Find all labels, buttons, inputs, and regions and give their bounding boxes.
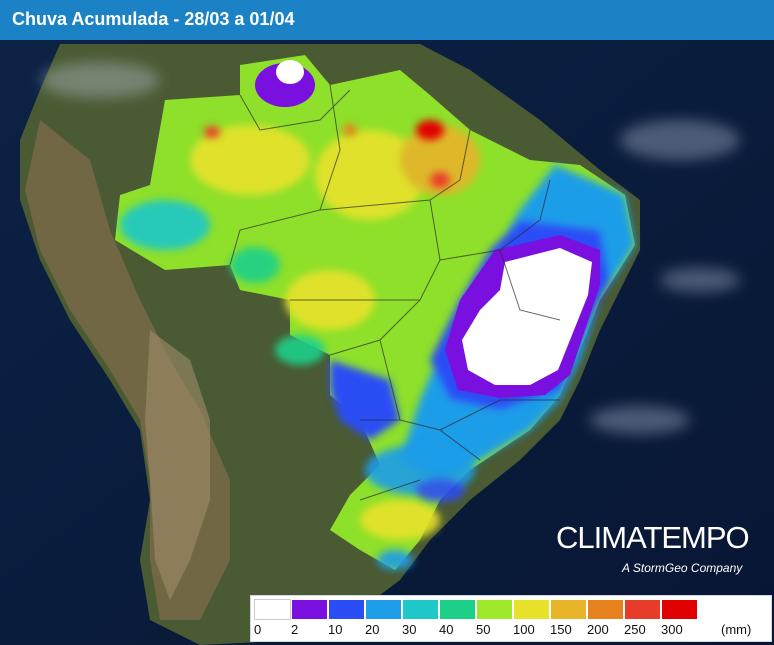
legend-label: 250	[624, 622, 646, 637]
legend-swatch	[402, 599, 439, 620]
rain-map	[0, 40, 774, 645]
legend-swatch	[254, 599, 291, 620]
legend-swatch	[550, 599, 587, 620]
legend-label: 200	[587, 622, 609, 637]
white-core	[462, 248, 592, 385]
legend-label: 40	[439, 622, 454, 637]
legend-swatch	[587, 599, 624, 620]
legend-label: 20	[365, 622, 380, 637]
legend-swatch	[439, 599, 476, 620]
legend-label: 10	[328, 622, 343, 637]
legend-swatch	[476, 599, 513, 620]
brand-name: CLIMATEMPO	[556, 520, 750, 555]
legend-label: 50	[476, 622, 491, 637]
legend-swatches	[254, 599, 698, 620]
rain-legend: 0 2 10 20 30 40 50 100 150 200 250 300 (mm)	[250, 595, 772, 642]
legend-swatch	[365, 599, 402, 620]
desert-strip	[145, 330, 210, 600]
brand-logo: CLIMATEMPO A StormGeo Company	[556, 520, 770, 580]
legend-swatch	[661, 599, 698, 620]
rainfall-field	[115, 55, 635, 570]
legend-swatch	[328, 599, 365, 620]
north-white	[276, 60, 304, 84]
legend-labels: 0 2 10 20 30 40 50 100 150 200 250 300	[251, 622, 771, 640]
legend-label: 150	[550, 622, 572, 637]
cloud-cover	[40, 62, 740, 434]
brand-tagline: A StormGeo Company	[622, 561, 743, 575]
legend-label: 100	[513, 622, 535, 637]
legend-label: 0	[254, 622, 262, 637]
legend-swatch	[291, 599, 328, 620]
legend-label: 300	[661, 622, 683, 637]
legend-swatch	[513, 599, 550, 620]
state-borders	[229, 84, 561, 501]
legend-label: 2	[291, 622, 299, 637]
legend-label: 30	[402, 622, 417, 637]
header-bar: Chuva Acumulada - 28/03 a 01/04	[0, 0, 774, 41]
legend-unit: (mm)	[721, 622, 752, 637]
page-title: Chuva Acumulada - 28/03 a 01/04	[12, 9, 295, 29]
legend-swatch	[624, 599, 661, 620]
